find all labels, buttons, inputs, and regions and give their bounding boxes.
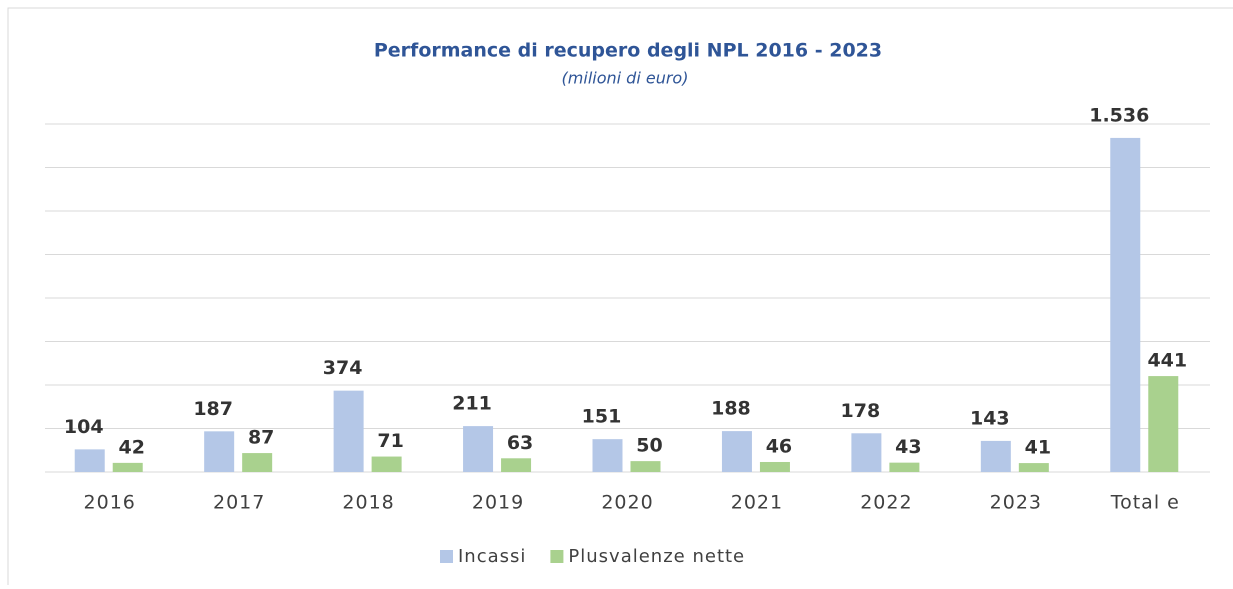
chart-frame bbox=[7, 7, 1233, 589]
data-label: 143 bbox=[970, 407, 1010, 429]
data-label: 41 bbox=[1025, 437, 1051, 459]
bar bbox=[371, 456, 402, 472]
data-label: 46 bbox=[766, 435, 792, 457]
data-label: 42 bbox=[118, 436, 144, 458]
x-tick-label: Total e bbox=[1110, 492, 1180, 514]
bar bbox=[721, 431, 752, 472]
bar bbox=[242, 453, 273, 472]
bar bbox=[501, 458, 532, 472]
chart-title: Performance di recupero degli NPL 2016 -… bbox=[374, 40, 882, 62]
bar bbox=[592, 439, 623, 472]
bar bbox=[112, 462, 143, 472]
bar bbox=[1148, 376, 1179, 472]
bar bbox=[630, 461, 661, 472]
bar bbox=[74, 449, 105, 472]
data-label: 43 bbox=[895, 436, 921, 458]
data-label: 71 bbox=[377, 430, 403, 452]
data-label: 63 bbox=[507, 432, 533, 454]
x-tick-label: 2020 bbox=[601, 492, 653, 514]
data-label: 1.536 bbox=[1089, 104, 1149, 126]
data-label: 178 bbox=[841, 400, 881, 422]
legend-label: Plusvalenze nette bbox=[568, 546, 745, 567]
x-tick-label: 2017 bbox=[213, 492, 265, 514]
data-label: 211 bbox=[452, 393, 492, 415]
x-tick-label: 2022 bbox=[860, 492, 912, 514]
data-label: 87 bbox=[248, 427, 274, 449]
data-label: 104 bbox=[64, 416, 104, 438]
data-label: 50 bbox=[636, 435, 662, 457]
x-tick-label: 2021 bbox=[731, 492, 783, 514]
legend-swatch bbox=[550, 550, 564, 563]
legend-label: Incassi bbox=[458, 546, 526, 567]
x-tick-label: 2016 bbox=[84, 492, 136, 514]
x-tick-label: 2023 bbox=[990, 492, 1042, 514]
data-label: 374 bbox=[323, 357, 363, 379]
bar bbox=[759, 461, 790, 472]
bar bbox=[463, 426, 494, 472]
bar bbox=[980, 440, 1011, 472]
x-tick-label: 2019 bbox=[472, 492, 524, 514]
bar bbox=[889, 462, 920, 472]
bar bbox=[333, 390, 364, 472]
bar bbox=[1110, 137, 1141, 473]
data-label: 151 bbox=[582, 406, 622, 428]
chart-subtitle: (milioni di euro) bbox=[562, 69, 689, 88]
x-tick-label: 2018 bbox=[342, 492, 394, 514]
bar bbox=[1018, 463, 1049, 472]
bar bbox=[204, 431, 235, 472]
legend-swatch bbox=[440, 550, 453, 563]
data-label: 188 bbox=[711, 398, 751, 420]
bar bbox=[851, 433, 882, 472]
data-label: 187 bbox=[193, 398, 233, 420]
data-label: 441 bbox=[1147, 350, 1187, 372]
